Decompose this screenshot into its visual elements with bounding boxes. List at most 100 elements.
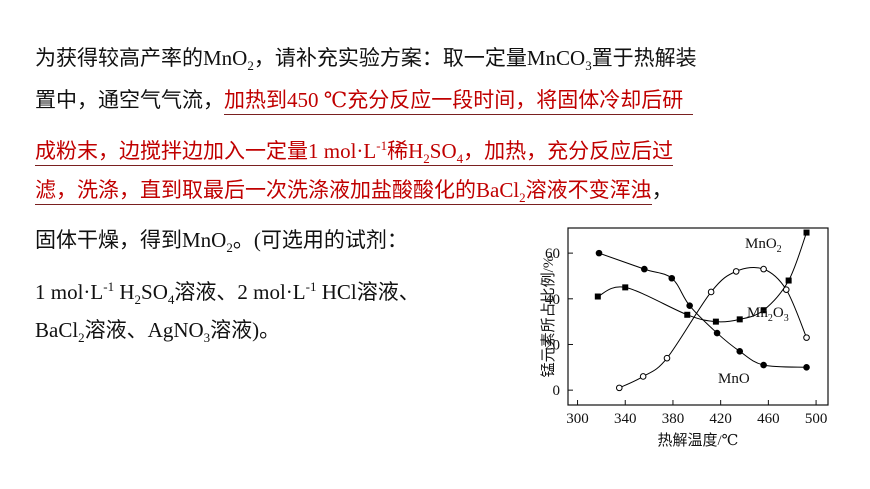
text-run: 成粉末，边搅拌边加入一定量1 mol·L (35, 139, 377, 163)
x-tick-label: 500 (805, 411, 828, 427)
text-line: BaCl2溶液、AgNO3溶液)。 (35, 317, 280, 351)
text-line: 滤，洗涤，直到取最后一次洗涤液加盐酸酸化的BaCl2溶液不变浑浊， (35, 177, 673, 211)
text-run: 溶液、2 mol·L (174, 280, 306, 304)
text-run: SO (429, 139, 457, 163)
marker (736, 316, 743, 323)
text-run: ，加热，充分反应后过 (463, 139, 674, 163)
marker (760, 307, 767, 314)
subscript: 2 (247, 58, 254, 74)
text-run: SO (141, 280, 168, 304)
text-line: 固体干燥，得到MnO2。(可选用的试剂： (35, 227, 408, 261)
marker (622, 284, 629, 291)
marker (641, 265, 648, 273)
x-tick-label: 460 (757, 411, 780, 427)
subscript: 2 (226, 240, 233, 256)
text-run: 1 mol·L (35, 280, 104, 304)
text-line: 1 mol·L-1 H2SO4溶液、2 mol·L-1 HCl溶液、 (35, 274, 420, 313)
text-segment: ， (652, 178, 673, 202)
series-label: Mn2O3 (747, 305, 789, 324)
text-line: 为获得较高产率的MnO2，请补充实验方案：取一定量MnCO3置于热解装 (35, 45, 697, 79)
text-segment: 为获得较高产率的MnO2，请补充实验方案：取一定量MnCO3置于热解装 (35, 46, 697, 74)
text-segment: 置中，通空气气流， (35, 88, 224, 112)
text-run: 溶液不变浑浊 (525, 178, 652, 202)
text-run: BaCl (35, 318, 79, 342)
subscript: 4 (167, 292, 175, 308)
marker (736, 348, 744, 355)
text-run: 溶液)。 (210, 318, 281, 342)
text-run: 。(可选用的试剂： (232, 228, 408, 252)
text-run: H (114, 280, 135, 304)
text-run: ， (651, 178, 673, 202)
text-run: 溶液、AgNO (84, 318, 204, 342)
text-run: HCl溶液、 (316, 280, 420, 304)
x-tick-label: 380 (662, 411, 685, 427)
label-run: MnO (745, 236, 777, 252)
y-tick-label: 0 (553, 383, 561, 399)
marker (594, 293, 601, 300)
marker (668, 274, 676, 282)
plot-frame (567, 227, 829, 406)
x-tick-label: 420 (709, 411, 732, 427)
label-run: Mn (747, 305, 768, 321)
marker (760, 361, 767, 369)
marker (732, 268, 740, 275)
marker (803, 334, 810, 341)
marker (707, 288, 715, 296)
answer-text: 滤，洗涤，直到取最后一次洗涤液加盐酸酸化的BaCl2溶液不变浑浊 (35, 178, 652, 205)
marker (684, 311, 691, 318)
subscript: 3 (585, 58, 592, 74)
text-run: 固体干燥，得到MnO (35, 228, 227, 252)
marker (713, 329, 721, 337)
x-axis-label: 热解温度/℃ (658, 432, 739, 449)
marker (712, 318, 719, 325)
subscript: 4 (456, 151, 464, 167)
marker (785, 277, 792, 284)
subscript: 2 (423, 151, 430, 167)
subscript: 2 (134, 292, 142, 308)
text-run: 滤，洗涤，直到取最后一次洗涤液加盐酸酸化的BaCl (35, 178, 520, 202)
text-line: 成粉末，边搅拌边加入一定量1 mol·L-1稀H2SO4，加热，充分反应后过 (35, 133, 674, 172)
y-axis-label: 锰元素所占比例/% (540, 256, 557, 378)
text-run: 加热到450 ℃充分反应一段时间，将固体冷却后研 (224, 88, 684, 112)
x-tick-label: 300 (566, 411, 589, 427)
answer-text: 成粉末，边搅拌边加入一定量1 mol·L-1稀H2SO4，加热，充分反应后过 (35, 138, 674, 167)
text-line: 置中，通空气气流，加热到450 ℃充分反应一段时间，将固体冷却后研 (35, 87, 694, 115)
label-run: MnO (718, 371, 750, 387)
subscript: 2 (768, 313, 773, 324)
text-segment: BaCl2溶液、AgNO3溶液)。 (35, 318, 281, 346)
marker (595, 249, 603, 257)
marker (760, 265, 767, 273)
marker (663, 354, 671, 362)
series-label: MnO2 (745, 236, 782, 255)
marker (803, 364, 810, 371)
marker (639, 373, 647, 380)
series-line (619, 266, 807, 389)
superscript: -1 (305, 279, 317, 294)
subscript: 3 (203, 330, 211, 346)
subscript: 2 (78, 330, 85, 346)
y-tick-label: 40 (545, 292, 560, 308)
subscript: 2 (777, 244, 782, 255)
subscript: 2 (519, 190, 526, 206)
answer-text: 加热到450 ℃充分反应一段时间，将固体冷却后研 (224, 88, 694, 115)
series-line (597, 232, 808, 323)
series-label: MnO (718, 371, 750, 387)
x-tick-label: 340 (614, 411, 637, 427)
text-segment: 固体干燥，得到MnO2。(可选用的试剂： (35, 228, 408, 256)
text-run: 稀H (387, 139, 424, 163)
text-run: 置于热解装 (591, 46, 697, 70)
marker (615, 384, 623, 392)
marker (803, 229, 810, 236)
superscript: -1 (376, 138, 388, 153)
text-run: ，请补充实验方案：取一定量MnCO (253, 46, 586, 70)
text-run: 置中，通空气气流， (35, 88, 224, 112)
y-tick-label: 60 (545, 246, 560, 262)
subscript: 3 (784, 313, 789, 324)
label-run: O (773, 305, 784, 321)
marker (686, 302, 693, 309)
text-segment: 1 mol·L-1 H2SO4溶液、2 mol·L-1 HCl溶液、 (35, 279, 420, 308)
y-tick-label: 20 (545, 337, 560, 353)
text-run: 为获得较高产率的MnO (35, 46, 248, 70)
